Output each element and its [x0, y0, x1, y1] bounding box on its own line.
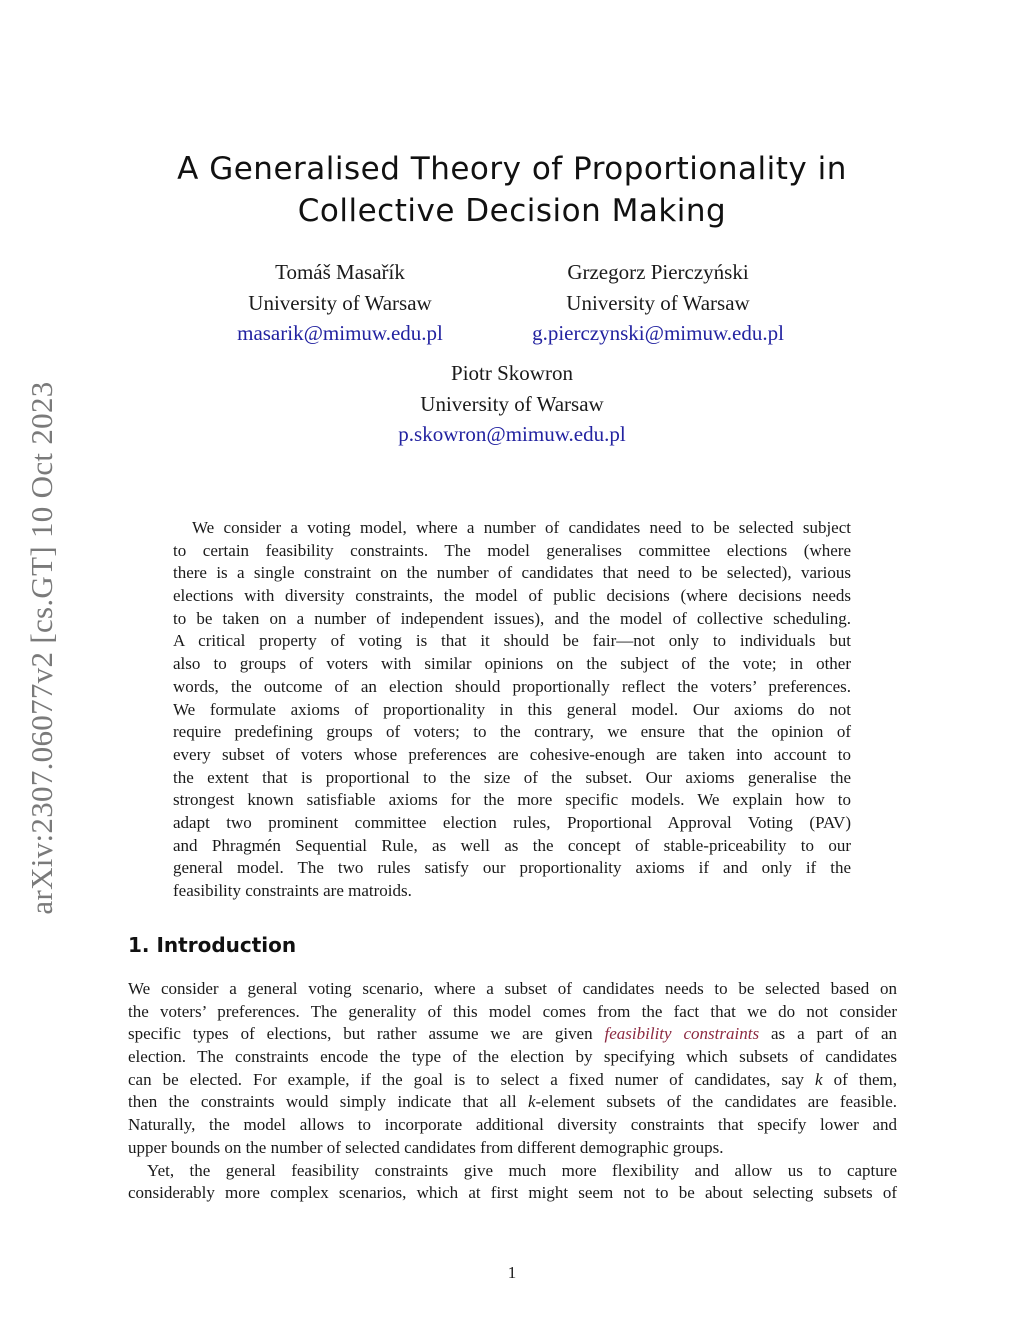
text-line: also to groups of voters with similar op…	[173, 654, 851, 674]
text-line: adapt two prominent committee election r…	[173, 812, 851, 832]
title-line: A Generalised Theory of Proportionality …	[177, 151, 847, 187]
text-line: We formulate axioms of proportionality i…	[173, 699, 851, 719]
text-line: feasibility constraints are matroids.	[173, 881, 412, 900]
text-span: of them,	[822, 1069, 897, 1089]
author-affiliation: University of Warsaw	[420, 391, 604, 416]
text-line: words, the outcome of an election should…	[173, 676, 851, 696]
text-line: Naturally, the model allows to incorpora…	[128, 1115, 897, 1135]
text-line: specific types of elections, but rather …	[128, 1023, 897, 1046]
author-name: Piotr Skowron	[451, 361, 573, 385]
text-span: can be elected. For example, if the goal…	[128, 1069, 816, 1089]
text-line: require predefining groups of voters; to…	[173, 722, 851, 742]
text-line: there is a single constraint on the numb…	[173, 563, 851, 583]
author-block: Tomáš Masařík University of Warsaw masar…	[170, 257, 510, 349]
text-line: the voters’ preferences. The generality …	[128, 1001, 897, 1021]
author-email-link[interactable]: p.skowron@mimuw.edu.pl	[398, 422, 626, 446]
author-email-link[interactable]: g.pierczynski@mimuw.edu.pl	[532, 321, 784, 345]
page-number: 1	[507, 1263, 517, 1282]
author-name: Tomáš Masařík	[275, 260, 405, 284]
text-line: to be taken on a number of independent i…	[173, 608, 851, 628]
term-link[interactable]: feasibility constraints	[604, 1024, 760, 1044]
author-block: Piotr Skowron University of Warsaw p.sko…	[342, 358, 682, 450]
text-line: to certain feasibility constraints. The …	[173, 540, 851, 560]
author-name: Grzegorz Pierczyński	[567, 260, 749, 284]
author-email-link[interactable]: masarik@mimuw.edu.pl	[237, 321, 443, 345]
math-variable: k	[527, 1092, 536, 1112]
paper-title: A Generalised Theory of Proportionality …	[0, 148, 1024, 232]
text-line: the extent that is proportional to the s…	[173, 767, 851, 787]
introduction-text: We consider a general voting scenario, w…	[128, 978, 897, 1205]
text-span: as a part of an	[759, 1024, 898, 1044]
text-line: general model. The two rules satisfy our…	[173, 858, 851, 878]
text-line: can be elected. For example, if the goal…	[128, 1069, 897, 1092]
arxiv-identifier: arXiv:2307.06077v2 [cs.GT] 10 Oct 2023	[24, 381, 59, 915]
text-line: Yet, the general feasibility constraints…	[147, 1160, 897, 1180]
text-line: upper bounds on the number of selected c…	[128, 1137, 724, 1157]
title-line: Collective Decision Making	[297, 193, 727, 229]
text-span: then the constraints would simply indica…	[128, 1092, 528, 1112]
text-line: We consider a voting model, where a numb…	[192, 518, 851, 537]
text-line: strongest known satisfiable axioms for t…	[173, 790, 851, 810]
text-line: elections with diversity constraints, th…	[173, 586, 851, 606]
author-affiliation: University of Warsaw	[248, 290, 432, 315]
text-line: We consider a general voting scenario, w…	[128, 979, 897, 998]
text-line: A critical property of voting is that it…	[173, 631, 851, 651]
text-line: election. The constraints encode the typ…	[128, 1047, 897, 1067]
text-span: specific types of elections, but rather …	[128, 1024, 605, 1044]
text-line: then the constraints would simply indica…	[128, 1091, 897, 1114]
text-line: every subset of voters whose preferences…	[173, 744, 851, 764]
text-line: and Phragmén Sequential Rule, as well as…	[173, 835, 851, 855]
math-variable: k	[815, 1069, 823, 1089]
author-affiliation: University of Warsaw	[566, 290, 750, 315]
text-span: -element subsets of the candidates are f…	[535, 1092, 898, 1112]
text-line: considerably more complex scenarios, whi…	[128, 1183, 897, 1203]
section-heading: 1. Introduction	[128, 933, 297, 957]
author-block: Grzegorz Pierczyński University of Warsa…	[488, 257, 828, 349]
abstract: We consider a voting model, where a numb…	[173, 517, 851, 903]
